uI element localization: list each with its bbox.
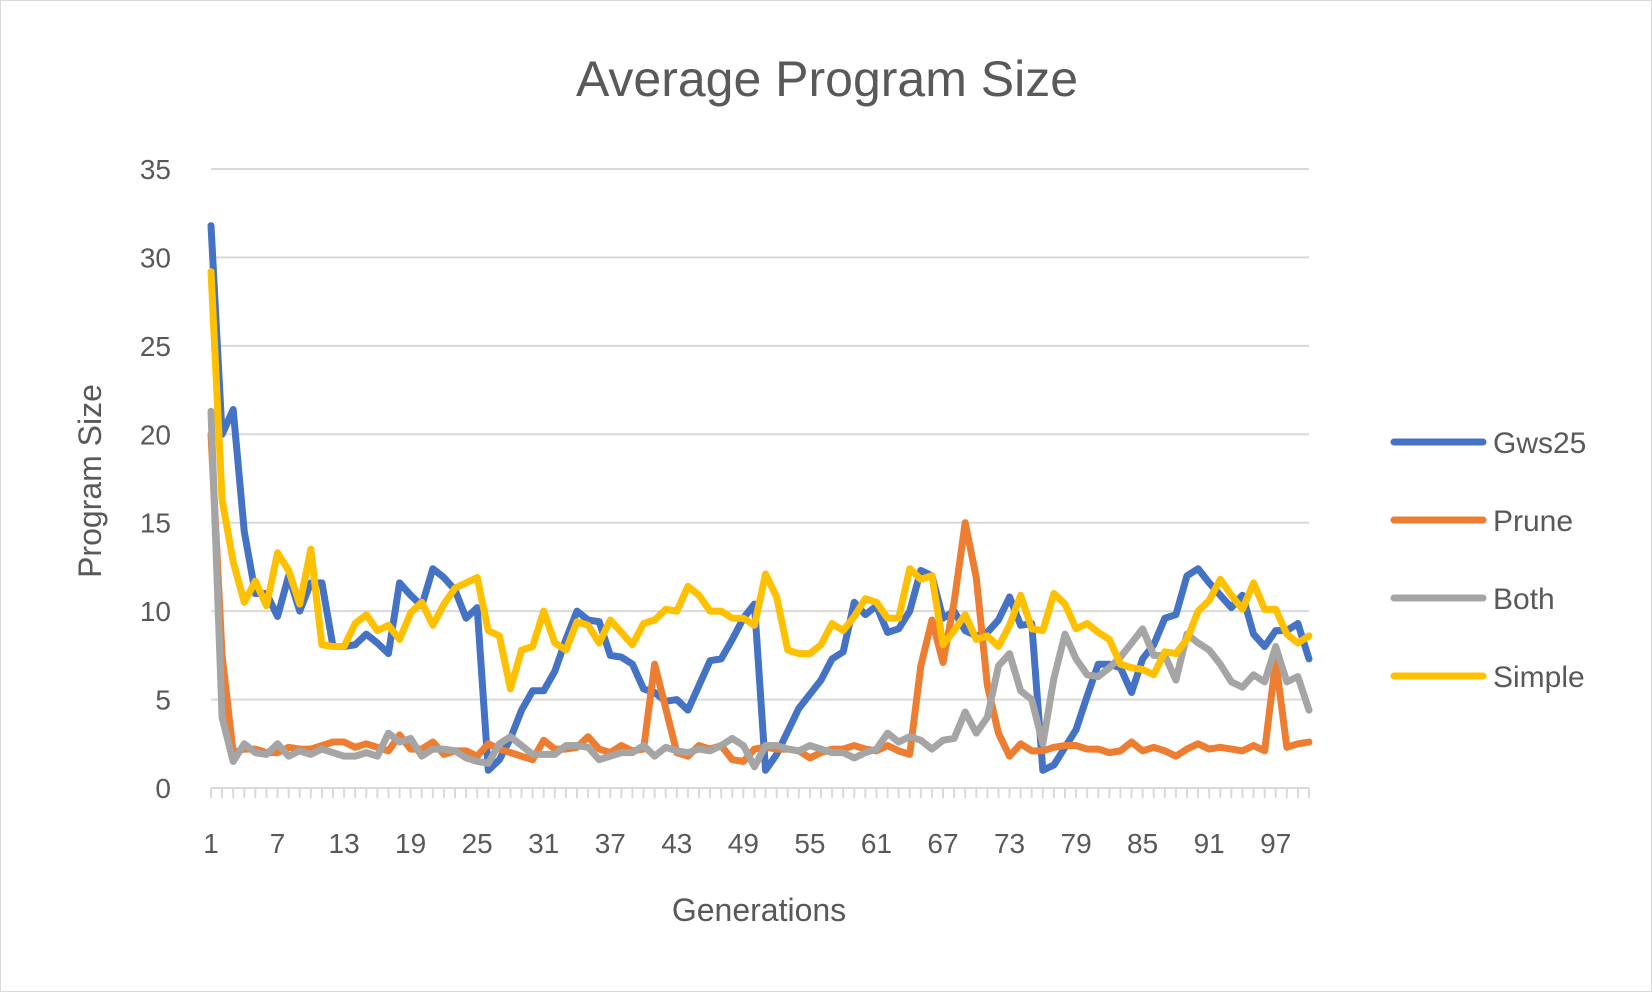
x-tick-label: 25: [462, 828, 493, 859]
x-tick-label: 37: [595, 828, 626, 859]
x-tick-label: 1: [203, 828, 219, 859]
y-tick-label: 30: [140, 242, 171, 273]
x-tick-label: 55: [794, 828, 825, 859]
series-lines: [207, 222, 1313, 774]
x-tick-label: 85: [1127, 828, 1158, 859]
y-tick-label: 15: [140, 508, 171, 539]
y-tick-label: 5: [155, 685, 171, 716]
legend-label-prune: Prune: [1493, 505, 1573, 538]
x-tick-label: 73: [994, 828, 1025, 859]
series-line-prune: [207, 430, 1313, 765]
y-axis-ticks: 0 5 10 15 20 25 30 35: [140, 154, 171, 804]
y-tick-label: 35: [140, 154, 171, 185]
x-tick-label: 97: [1260, 828, 1291, 859]
x-axis-ticks: 1 7 13 19 25 31 37 43 49 55 61 67 73 79 85 91 97: [203, 788, 1310, 859]
x-tick-label: 79: [1061, 828, 1092, 859]
legend-label-gws25: Gws25: [1493, 427, 1586, 460]
legend-label-simple: Simple: [1493, 661, 1585, 694]
legend-label-both: Both: [1493, 583, 1555, 616]
series-line-both: [207, 407, 1313, 771]
y-tick-label: 10: [140, 596, 171, 627]
legend: Gws25 Prune Both Simple: [1390, 427, 1586, 694]
x-tick-label: 31: [528, 828, 559, 859]
x-tick-label: 67: [927, 828, 958, 859]
chart-title: Average Program Size: [576, 51, 1078, 107]
x-axis-label: Generations: [672, 892, 846, 928]
y-axis-label: Program Size: [72, 384, 108, 578]
y-tick-label: 25: [140, 331, 171, 362]
x-tick-label: 13: [329, 828, 360, 859]
y-tick-label: 0: [155, 773, 171, 804]
x-tick-label: 91: [1194, 828, 1225, 859]
series-line-simple: [207, 268, 1313, 693]
x-tick-label: 7: [270, 828, 286, 859]
x-tick-label: 61: [861, 828, 892, 859]
series-line-gws25: [207, 222, 1313, 774]
x-tick-label: 49: [728, 828, 759, 859]
y-tick-label: 20: [140, 419, 171, 450]
x-tick-label: 43: [661, 828, 692, 859]
x-tick-label: 19: [395, 828, 426, 859]
